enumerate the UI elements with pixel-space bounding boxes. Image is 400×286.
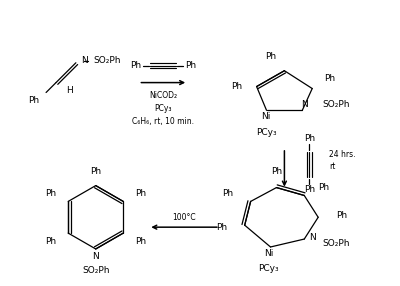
Text: Ph: Ph bbox=[136, 237, 147, 246]
Text: N: N bbox=[92, 252, 99, 261]
Text: SO₂Ph: SO₂Ph bbox=[322, 239, 350, 247]
Text: N: N bbox=[81, 56, 88, 65]
Text: Ni: Ni bbox=[261, 112, 270, 121]
Text: Ph: Ph bbox=[216, 223, 227, 232]
Text: Ni: Ni bbox=[264, 249, 273, 259]
Text: Ph: Ph bbox=[336, 211, 347, 220]
Text: PCy₃: PCy₃ bbox=[154, 104, 172, 113]
Text: Ph: Ph bbox=[318, 183, 329, 192]
Text: Ph: Ph bbox=[130, 61, 141, 70]
Text: Ph: Ph bbox=[45, 237, 56, 246]
Text: NiCOD₂: NiCOD₂ bbox=[149, 91, 177, 100]
Text: 24 hrs.: 24 hrs. bbox=[329, 150, 356, 159]
Text: H: H bbox=[66, 86, 73, 95]
Text: SO₂Ph: SO₂Ph bbox=[322, 100, 350, 109]
Text: Ph: Ph bbox=[136, 189, 147, 198]
Text: PCy₃: PCy₃ bbox=[256, 128, 277, 137]
Text: Ph: Ph bbox=[28, 96, 40, 105]
Text: N: N bbox=[309, 233, 316, 242]
Text: Ph: Ph bbox=[231, 82, 242, 91]
Text: Ph: Ph bbox=[304, 185, 315, 194]
Text: Ph: Ph bbox=[222, 189, 233, 198]
Text: Ph: Ph bbox=[271, 167, 282, 176]
Text: rt: rt bbox=[329, 162, 336, 171]
Text: C₆H₆, rt, 10 min.: C₆H₆, rt, 10 min. bbox=[132, 117, 194, 126]
Text: SO₂Ph: SO₂Ph bbox=[94, 56, 121, 65]
Text: Ph: Ph bbox=[304, 134, 315, 142]
Text: Ph: Ph bbox=[45, 189, 56, 198]
Text: N: N bbox=[301, 100, 308, 109]
Text: 100°C: 100°C bbox=[172, 213, 196, 222]
Text: Ph: Ph bbox=[90, 167, 101, 176]
Text: SO₂Ph: SO₂Ph bbox=[82, 266, 110, 275]
Text: Ph: Ph bbox=[186, 61, 197, 70]
Text: PCy₃: PCy₃ bbox=[258, 264, 279, 273]
Text: Ph: Ph bbox=[265, 52, 276, 61]
Text: Ph: Ph bbox=[324, 74, 336, 83]
